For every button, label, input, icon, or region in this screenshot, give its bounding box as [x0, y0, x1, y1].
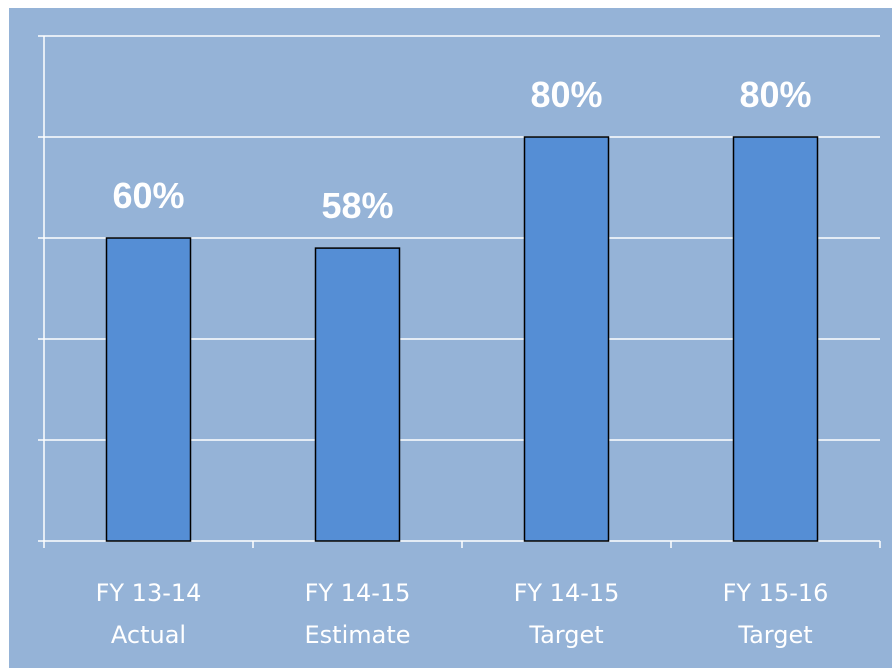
x-tick-label: FY 14-15 [305, 579, 411, 607]
bars [105, 136, 819, 542]
data-labels: 60% 58% 80% 80% [112, 74, 811, 226]
x-tick-label: Actual [111, 621, 186, 649]
bar [523, 136, 610, 542]
category-tick-labels: FY 13-14 Actual FY 14-15 Estimate FY 14-15 Ta… [96, 579, 829, 649]
x-tick-label: FY 15-16 [723, 579, 829, 607]
data-label: 60% [112, 175, 184, 216]
bar [732, 136, 819, 542]
bar [105, 237, 192, 542]
data-label: 58% [321, 185, 393, 226]
bar [314, 247, 401, 542]
x-tick-label: Target [528, 621, 603, 649]
data-label: 80% [739, 74, 811, 115]
x-tick-label: FY 13-14 [96, 579, 202, 607]
x-tick-label: FY 14-15 [514, 579, 620, 607]
x-tick-label: Target [737, 621, 812, 649]
x-tick-label: Estimate [304, 621, 410, 649]
data-label: 80% [530, 74, 602, 115]
